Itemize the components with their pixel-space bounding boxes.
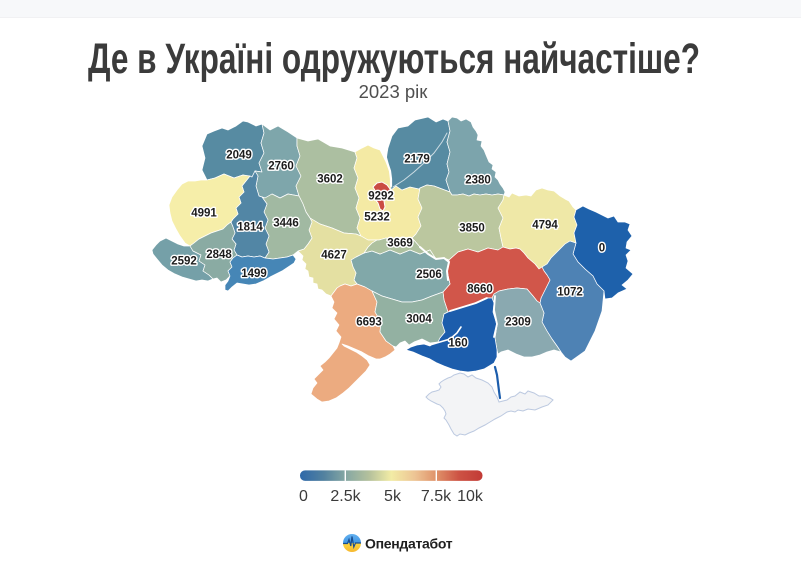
svg-text:7.5k: 7.5k	[421, 488, 452, 505]
svg-text:2848: 2848	[206, 249, 232, 261]
svg-text:9292: 9292	[368, 190, 394, 202]
svg-text:1499: 1499	[241, 268, 267, 280]
svg-text:4627: 4627	[321, 249, 347, 261]
svg-text:2049: 2049	[226, 149, 252, 161]
svg-text:2.5k: 2.5k	[330, 488, 361, 505]
svg-text:Опендатабот: Опендатабот	[365, 536, 453, 552]
svg-text:3850: 3850	[459, 222, 485, 234]
svg-text:2592: 2592	[171, 255, 197, 267]
svg-text:1814: 1814	[237, 221, 263, 233]
svg-text:Де в Україні одружуються найча: Де в Україні одружуються найчастіше?	[88, 35, 700, 83]
svg-text:2309: 2309	[505, 316, 531, 328]
svg-text:3004: 3004	[406, 313, 432, 325]
svg-text:4991: 4991	[191, 207, 217, 219]
svg-text:6693: 6693	[356, 316, 382, 328]
svg-text:2380: 2380	[465, 174, 491, 186]
svg-text:3602: 3602	[317, 173, 343, 185]
svg-text:2023 рік: 2023 рік	[359, 81, 429, 102]
svg-text:2506: 2506	[416, 269, 442, 281]
svg-text:1072: 1072	[557, 286, 583, 298]
svg-text:2179: 2179	[404, 153, 430, 165]
svg-text:5232: 5232	[364, 211, 390, 223]
svg-text:10k: 10k	[457, 488, 484, 505]
svg-text:5k: 5k	[384, 488, 402, 505]
svg-text:8660: 8660	[467, 283, 493, 295]
svg-text:0: 0	[299, 488, 308, 505]
svg-text:0: 0	[599, 242, 605, 254]
svg-text:2760: 2760	[268, 160, 294, 172]
svg-text:3669: 3669	[387, 237, 413, 249]
svg-text:160: 160	[448, 337, 467, 349]
svg-text:3446: 3446	[273, 217, 299, 229]
svg-text:4794: 4794	[532, 219, 558, 231]
